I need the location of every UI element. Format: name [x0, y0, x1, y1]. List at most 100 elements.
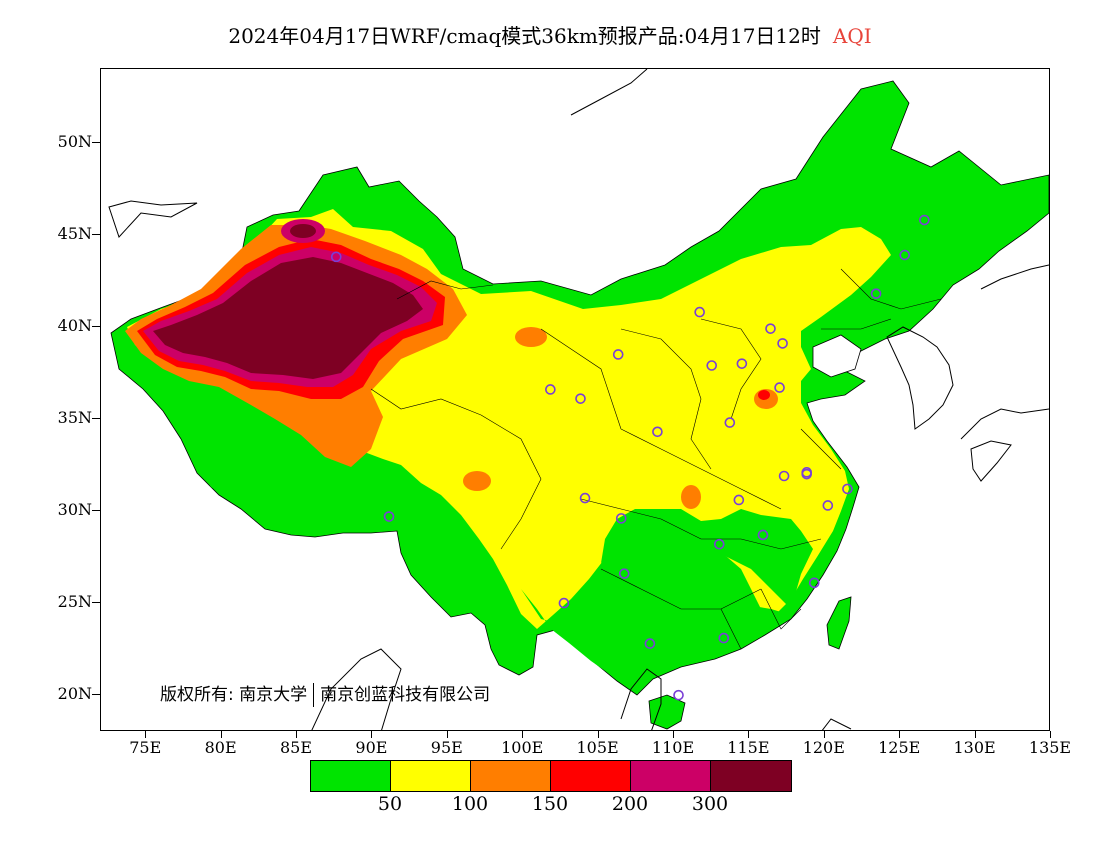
lat-tick [92, 325, 100, 327]
city-marker [545, 384, 556, 395]
lon-tick [220, 731, 222, 738]
aqi-map [108, 69, 1049, 730]
lat-tick [92, 510, 100, 511]
city-marker [644, 638, 656, 649]
city-marker [765, 323, 776, 334]
city-markers [330, 214, 930, 701]
lat-label-20N: 20N [57, 684, 92, 704]
city-marker [757, 529, 769, 541]
legend-swatch-3 [551, 761, 631, 791]
city-marker [706, 360, 718, 371]
lon-tick [1050, 731, 1051, 738]
lon-label-115E: 115E [727, 738, 770, 757]
taiwan-land [826, 596, 852, 650]
lon-tick [673, 731, 675, 738]
lat-label-35N: 35N [57, 407, 92, 427]
lon-label-120E: 120E [802, 738, 845, 757]
lat-label-30N: 30N [57, 500, 92, 519]
legend-label-100: 100 [451, 793, 489, 815]
lon-label-80E: 80E [204, 738, 237, 757]
map-frame [100, 68, 1050, 731]
bohai-sea [812, 334, 862, 378]
city-marker [612, 349, 624, 360]
city-marker [558, 597, 570, 609]
city-marker [713, 538, 725, 550]
lon-tick [823, 731, 825, 738]
legend-swatch-4 [631, 761, 711, 791]
legend-label-200: 200 [611, 793, 649, 815]
lon-label-125E: 125E [878, 738, 921, 757]
lat-tick [92, 602, 100, 604]
legend-swatch-5 [711, 761, 791, 791]
aqi-hotspot-shandong-core [758, 390, 770, 400]
lon-label-110E: 110E [651, 738, 695, 757]
city-marker [652, 426, 663, 438]
city-marker [383, 511, 395, 522]
lat-tick [92, 694, 100, 696]
lon-tick [974, 731, 976, 738]
lon-tick [748, 731, 750, 738]
city-marker [801, 468, 813, 480]
lon-label-130E: 130E [953, 738, 996, 757]
city-marker [673, 689, 684, 701]
city-marker [899, 249, 911, 261]
map-title: 2024年04月17日WRF/cmaq模式36km预报产品:04月17日12时 A… [0, 20, 1100, 49]
city-marker [694, 306, 705, 318]
neighbor-coastlines [108, 69, 1049, 730]
lon-tick [446, 731, 448, 738]
copyright-org-cl: 南京创蓝科技有限公司 [320, 685, 491, 705]
aqi-color-legend [310, 760, 792, 792]
lon-tick [296, 731, 298, 738]
city-marker [579, 492, 591, 504]
city-marker [330, 251, 342, 263]
aqi-zone-maroon [153, 257, 423, 379]
city-marker [774, 382, 785, 393]
lon-tick [597, 731, 599, 738]
hainan-land [648, 694, 686, 730]
lon-label-75E: 75E [129, 738, 162, 757]
city-marker [808, 577, 820, 589]
lat-label-50N: 50N [57, 131, 92, 151]
legend-swatch-0 [311, 761, 391, 791]
copyright-label: 版权所有: [160, 685, 234, 705]
city-marker [724, 417, 736, 428]
legend-label-150: 150 [531, 793, 569, 815]
city-marker [618, 568, 630, 579]
lon-tick [522, 731, 524, 738]
lon-tick [145, 731, 147, 738]
lon-label-90E: 90E [355, 738, 388, 757]
city-marker [870, 288, 882, 299]
city-marker [778, 470, 790, 482]
lat-tick [92, 417, 100, 419]
lat-label-25N: 25N [57, 592, 92, 612]
legend-label-50: 50 [377, 793, 403, 815]
title-variable: AQI [832, 24, 872, 48]
lat-label-45N: 45N [57, 223, 92, 243]
title-main: 2024年04月17日WRF/cmaq模式36km预报产品:04月17日12时 [228, 24, 821, 48]
aqi-hotspot-sichuan [681, 485, 701, 509]
aqi-zone-green-south [521, 509, 813, 689]
city-marker [615, 513, 627, 524]
aqi-hotspot-shaanxi [463, 471, 491, 491]
aqi-hotspot-gansu [515, 327, 547, 347]
lon-label-135E: 135E [1028, 738, 1072, 757]
city-marker [777, 338, 788, 349]
city-marker [575, 393, 586, 404]
lat-label-40N: 40N [57, 315, 92, 335]
legend-swatch-1 [391, 761, 471, 791]
lon-tick [371, 731, 373, 738]
city-marker [822, 500, 834, 511]
lon-label-100E: 100E [501, 738, 544, 757]
aqi-zone-green-tibet [185, 399, 401, 535]
legend-swatch-2 [471, 761, 551, 791]
province-boundaries [370, 268, 942, 650]
lat-tick [92, 233, 100, 235]
lon-label-95E: 95E [430, 738, 463, 757]
lon-label-85E: 85E [280, 738, 313, 757]
copyright-org-nju: 南京大学 [239, 685, 308, 705]
city-marker [842, 483, 853, 495]
lat-tick [92, 141, 100, 143]
legend-label-300: 300 [691, 793, 729, 815]
lon-tick [899, 731, 901, 738]
copyright-separator [313, 683, 315, 707]
